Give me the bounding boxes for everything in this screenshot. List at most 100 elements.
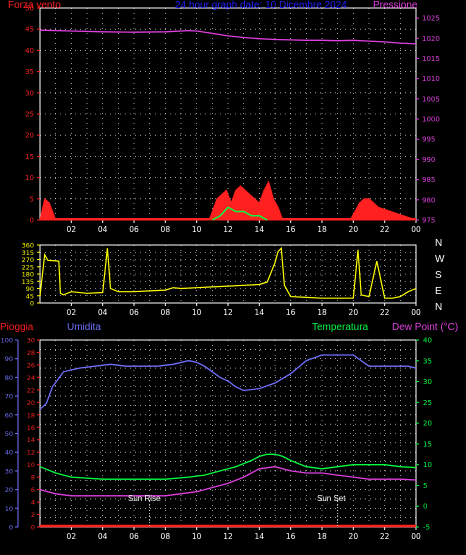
temp-y-tick-label: 40 xyxy=(423,337,432,345)
temp-humidity-x-tick-label: 04 xyxy=(98,532,108,541)
temp-humidity-x-tick-label: 00 xyxy=(411,532,421,541)
temp-humidity-x-tick-label: 06 xyxy=(129,532,139,541)
wind-pressure-x-tick-label: 20 xyxy=(349,225,359,234)
temp-humidity-frame xyxy=(39,339,417,528)
wind-direction-x-tick-label: 04 xyxy=(98,308,108,317)
wind-pressure-x-tick-label: 22 xyxy=(380,225,390,234)
temp-y-tick-label: 10 xyxy=(423,461,432,469)
wind-direction-x-tick-label: 16 xyxy=(286,308,296,317)
humidity-y-tick-label: 40 xyxy=(5,449,13,457)
pressure-y-tick-label: 1010 xyxy=(422,75,440,83)
wind-y-tick-label: 0 xyxy=(30,217,34,225)
rain-y-tick-label: 28 xyxy=(27,349,35,357)
wind-pressure-x-tick-label: 10 xyxy=(192,225,202,234)
humidity-label: Umidita xyxy=(67,322,101,333)
direction-y-tick-label: 360 xyxy=(22,242,34,250)
compass-label-n-top: N xyxy=(435,238,443,249)
sun-set-label: Sun Set xyxy=(317,494,346,503)
temp-y-tick-label: 5 xyxy=(423,482,427,490)
temp-y-tick-label: -5 xyxy=(423,524,430,532)
temp-y-tick-label: 30 xyxy=(423,378,432,386)
humidity-y-tick-label: 80 xyxy=(5,374,13,382)
wind-y-tick-label: 35 xyxy=(25,68,34,76)
temp-humidity-x-tick-label: 18 xyxy=(317,532,327,541)
wind-pressure-x-tick-label: 08 xyxy=(161,225,171,234)
wind-y-tick-label: 40 xyxy=(25,47,34,55)
wind-pressure-x-tick-label: 12 xyxy=(223,225,233,234)
direction-y-tick-label: 45 xyxy=(26,292,34,300)
wind-direction-x-tick-label: 12 xyxy=(223,308,233,317)
direction-y-tick-label: 225 xyxy=(22,263,34,271)
compass-label-w: W xyxy=(435,254,445,265)
humidity-series xyxy=(39,354,417,410)
wind-y-tick-label: 30 xyxy=(25,89,34,97)
wind-speed-series xyxy=(39,180,417,221)
wind-y-tick-label: 5 xyxy=(30,195,34,203)
wind-gust-series xyxy=(211,206,268,221)
wind-y-tick-label: 10 xyxy=(25,174,34,182)
direction-y-tick-label: 135 xyxy=(22,278,34,286)
temperature-series xyxy=(39,453,417,480)
rain-y-tick-label: 14 xyxy=(27,436,35,444)
temp-y-tick-label: 0 xyxy=(423,503,427,511)
wind-pressure-x-tick-label: 16 xyxy=(286,225,296,234)
temp-humidity-x-tick-label: 02 xyxy=(67,532,77,541)
compass-label-n-bottom: N xyxy=(435,302,443,313)
direction-y-tick-label: 180 xyxy=(22,271,34,279)
wind-pressure-x-tick-label: 00 xyxy=(411,225,421,234)
rain-y-tick-label: 4 xyxy=(31,499,35,507)
wind-pressure-x-tick-label: 14 xyxy=(255,225,265,234)
temp-humidity-x-tick-label: 10 xyxy=(192,532,202,541)
rain-y-tick-label: 24 xyxy=(27,374,35,382)
rain-y-tick-label: 2 xyxy=(31,511,35,519)
wind-direction-x-tick-label: 00 xyxy=(411,308,421,317)
humidity-y-tick-label: 50 xyxy=(5,430,13,438)
direction-y-tick-label: 0 xyxy=(30,300,34,308)
wind-y-tick-label: 20 xyxy=(25,132,34,140)
pressure-y-tick-label: 1020 xyxy=(422,35,440,43)
compass-label-s: S xyxy=(435,270,442,281)
rain-y-tick-label: 22 xyxy=(27,386,35,394)
temp-y-tick-label: 25 xyxy=(423,399,432,407)
pressure-y-tick-label: 975 xyxy=(422,217,435,225)
temp-humidity-x-tick-label: 12 xyxy=(223,532,233,541)
wind-pressure-x-tick-label: 18 xyxy=(317,225,327,234)
wind-direction-x-tick-label: 14 xyxy=(255,308,265,317)
wind-speed-label: Forza vento xyxy=(8,0,61,11)
wind-direction-x-tick-label: 08 xyxy=(161,308,171,317)
rain-y-tick-label: 30 xyxy=(27,337,35,345)
humidity-y-tick-label: 100 xyxy=(1,337,13,345)
pressure-y-tick-label: 1000 xyxy=(422,116,440,124)
humidity-y-tick-label: 70 xyxy=(5,393,13,401)
rain-y-tick-label: 26 xyxy=(27,361,35,369)
humidity-y-tick-label: 60 xyxy=(5,411,13,419)
temp-humidity-x-tick-label: 14 xyxy=(255,532,265,541)
wind-direction-x-tick-label: 22 xyxy=(380,308,390,317)
humidity-y-tick-label: 90 xyxy=(5,355,13,363)
wind-direction-x-tick-label: 10 xyxy=(192,308,202,317)
temp-y-tick-label: 20 xyxy=(423,420,432,428)
direction-y-tick-label: 270 xyxy=(22,256,34,264)
rain-label: Pioggia xyxy=(0,322,34,333)
direction-y-tick-label: 315 xyxy=(22,249,34,257)
direction-y-tick-label: 90 xyxy=(26,285,34,293)
wind-y-tick-label: 45 xyxy=(25,26,34,34)
rain-y-tick-label: 16 xyxy=(27,424,35,432)
rain-y-tick-label: 0 xyxy=(31,524,35,532)
rain-y-tick-label: 20 xyxy=(27,399,35,407)
humidity-y-tick-label: 30 xyxy=(5,467,13,475)
pressure-y-tick-label: 980 xyxy=(422,196,435,204)
dewpoint-label: Dew Point (°C) xyxy=(392,322,459,333)
temp-humidity-x-tick-label: 22 xyxy=(380,532,390,541)
temp-y-tick-label: 15 xyxy=(423,440,432,448)
pressure-y-tick-label: 1015 xyxy=(422,55,440,63)
temperature-label: Temperatura xyxy=(312,322,369,333)
wind-pressure-x-tick-label: 04 xyxy=(98,225,108,234)
wind-y-tick-label: 25 xyxy=(25,111,34,119)
rain-y-tick-label: 8 xyxy=(31,474,35,482)
wind-direction-x-tick-label: 18 xyxy=(317,308,327,317)
chart-date-title: 24 hour graph date: 10 Dicembre 2024 xyxy=(175,0,347,11)
pressure-label: Pressione xyxy=(373,0,418,11)
rain-y-tick-label: 10 xyxy=(27,461,35,469)
